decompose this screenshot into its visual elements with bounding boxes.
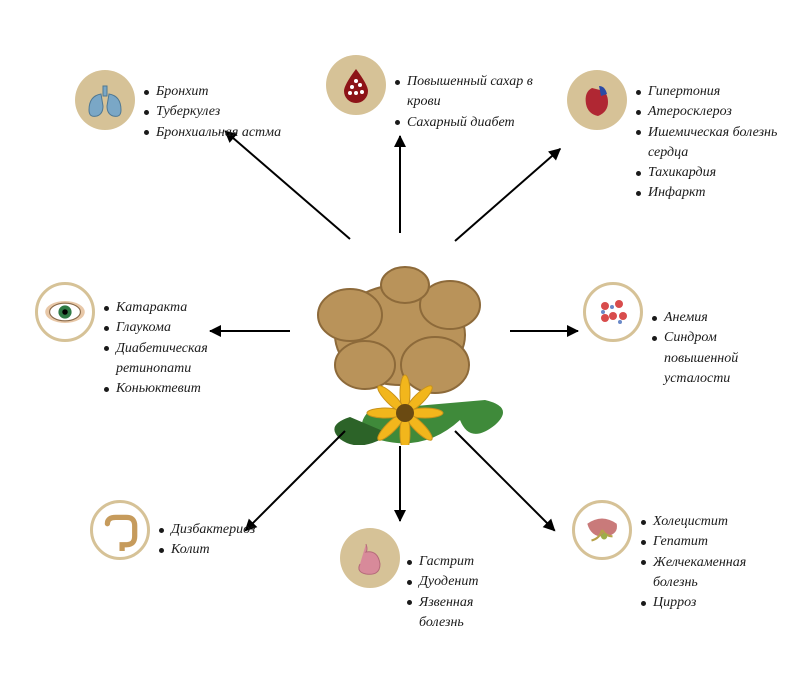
heart-list: Гипертония Атеросклероз Ишемическая боле… — [636, 82, 786, 204]
list-item: Язвенная болезнь — [407, 593, 517, 634]
list-item: Инфаркт — [636, 183, 786, 203]
blood-cells-icon — [583, 282, 643, 342]
list-item: Бронхиальная астма — [144, 123, 281, 143]
list-item: Гепатит — [641, 532, 791, 552]
heart-icon — [567, 70, 627, 130]
list-item: Атеросклероз — [636, 102, 786, 122]
stomach-list: Гастрит Дуоденит Язвенная болезнь — [407, 552, 517, 633]
blood-drop-icon — [326, 55, 386, 115]
list-item: Синдром повышенной усталости — [652, 328, 782, 389]
list-item: Глаукома — [104, 318, 244, 338]
list-item: Коньюктевит — [104, 379, 244, 399]
list-item: Холецистит — [641, 512, 791, 532]
list-item: Бронхит — [144, 82, 281, 102]
list-item: Катаракта — [104, 298, 244, 318]
infographic-canvas: { "canvas": { "width": 800, "height": 69… — [0, 0, 800, 693]
intestine-icon — [90, 500, 150, 560]
blood-drop-list: Повышенный сахар в крови Сахарный диабет — [395, 72, 545, 133]
lungs-icon — [75, 70, 135, 130]
list-item: Колит — [159, 540, 255, 560]
list-item: Гипертония — [636, 82, 786, 102]
list-item: Диабетическая ретинопати — [104, 339, 244, 380]
list-item: Желчекаменная болезнь — [641, 553, 791, 594]
list-item: Дизбактериоз — [159, 520, 255, 540]
lungs-list: Бронхит Туберкулез Бронхиальная астма — [144, 82, 281, 143]
ginger-root-illustration — [290, 245, 510, 445]
list-item: Дуоденит — [407, 572, 517, 592]
eye-list: Катаракта Глаукома Диабетическая ретиноп… — [104, 298, 244, 399]
list-item: Сахарный диабет — [395, 113, 545, 133]
eye-icon — [35, 282, 95, 342]
intestine-list: Дизбактериоз Колит — [159, 520, 255, 561]
list-item: Повышенный сахар в крови — [395, 72, 545, 113]
list-item: Тахикардия — [636, 163, 786, 183]
list-item: Туберкулез — [144, 102, 281, 122]
list-item: Цирроз — [641, 593, 791, 613]
liver-icon — [572, 500, 632, 560]
list-item: Ишемическая болезнь сердца — [636, 123, 786, 164]
blood-cells-list: Анемия Синдром повышенной усталости — [652, 308, 782, 389]
list-item: Гастрит — [407, 552, 517, 572]
list-item: Анемия — [652, 308, 782, 328]
stomach-icon — [340, 528, 400, 588]
liver-list: Холецистит Гепатит Желчекаменная болезнь… — [641, 512, 791, 613]
